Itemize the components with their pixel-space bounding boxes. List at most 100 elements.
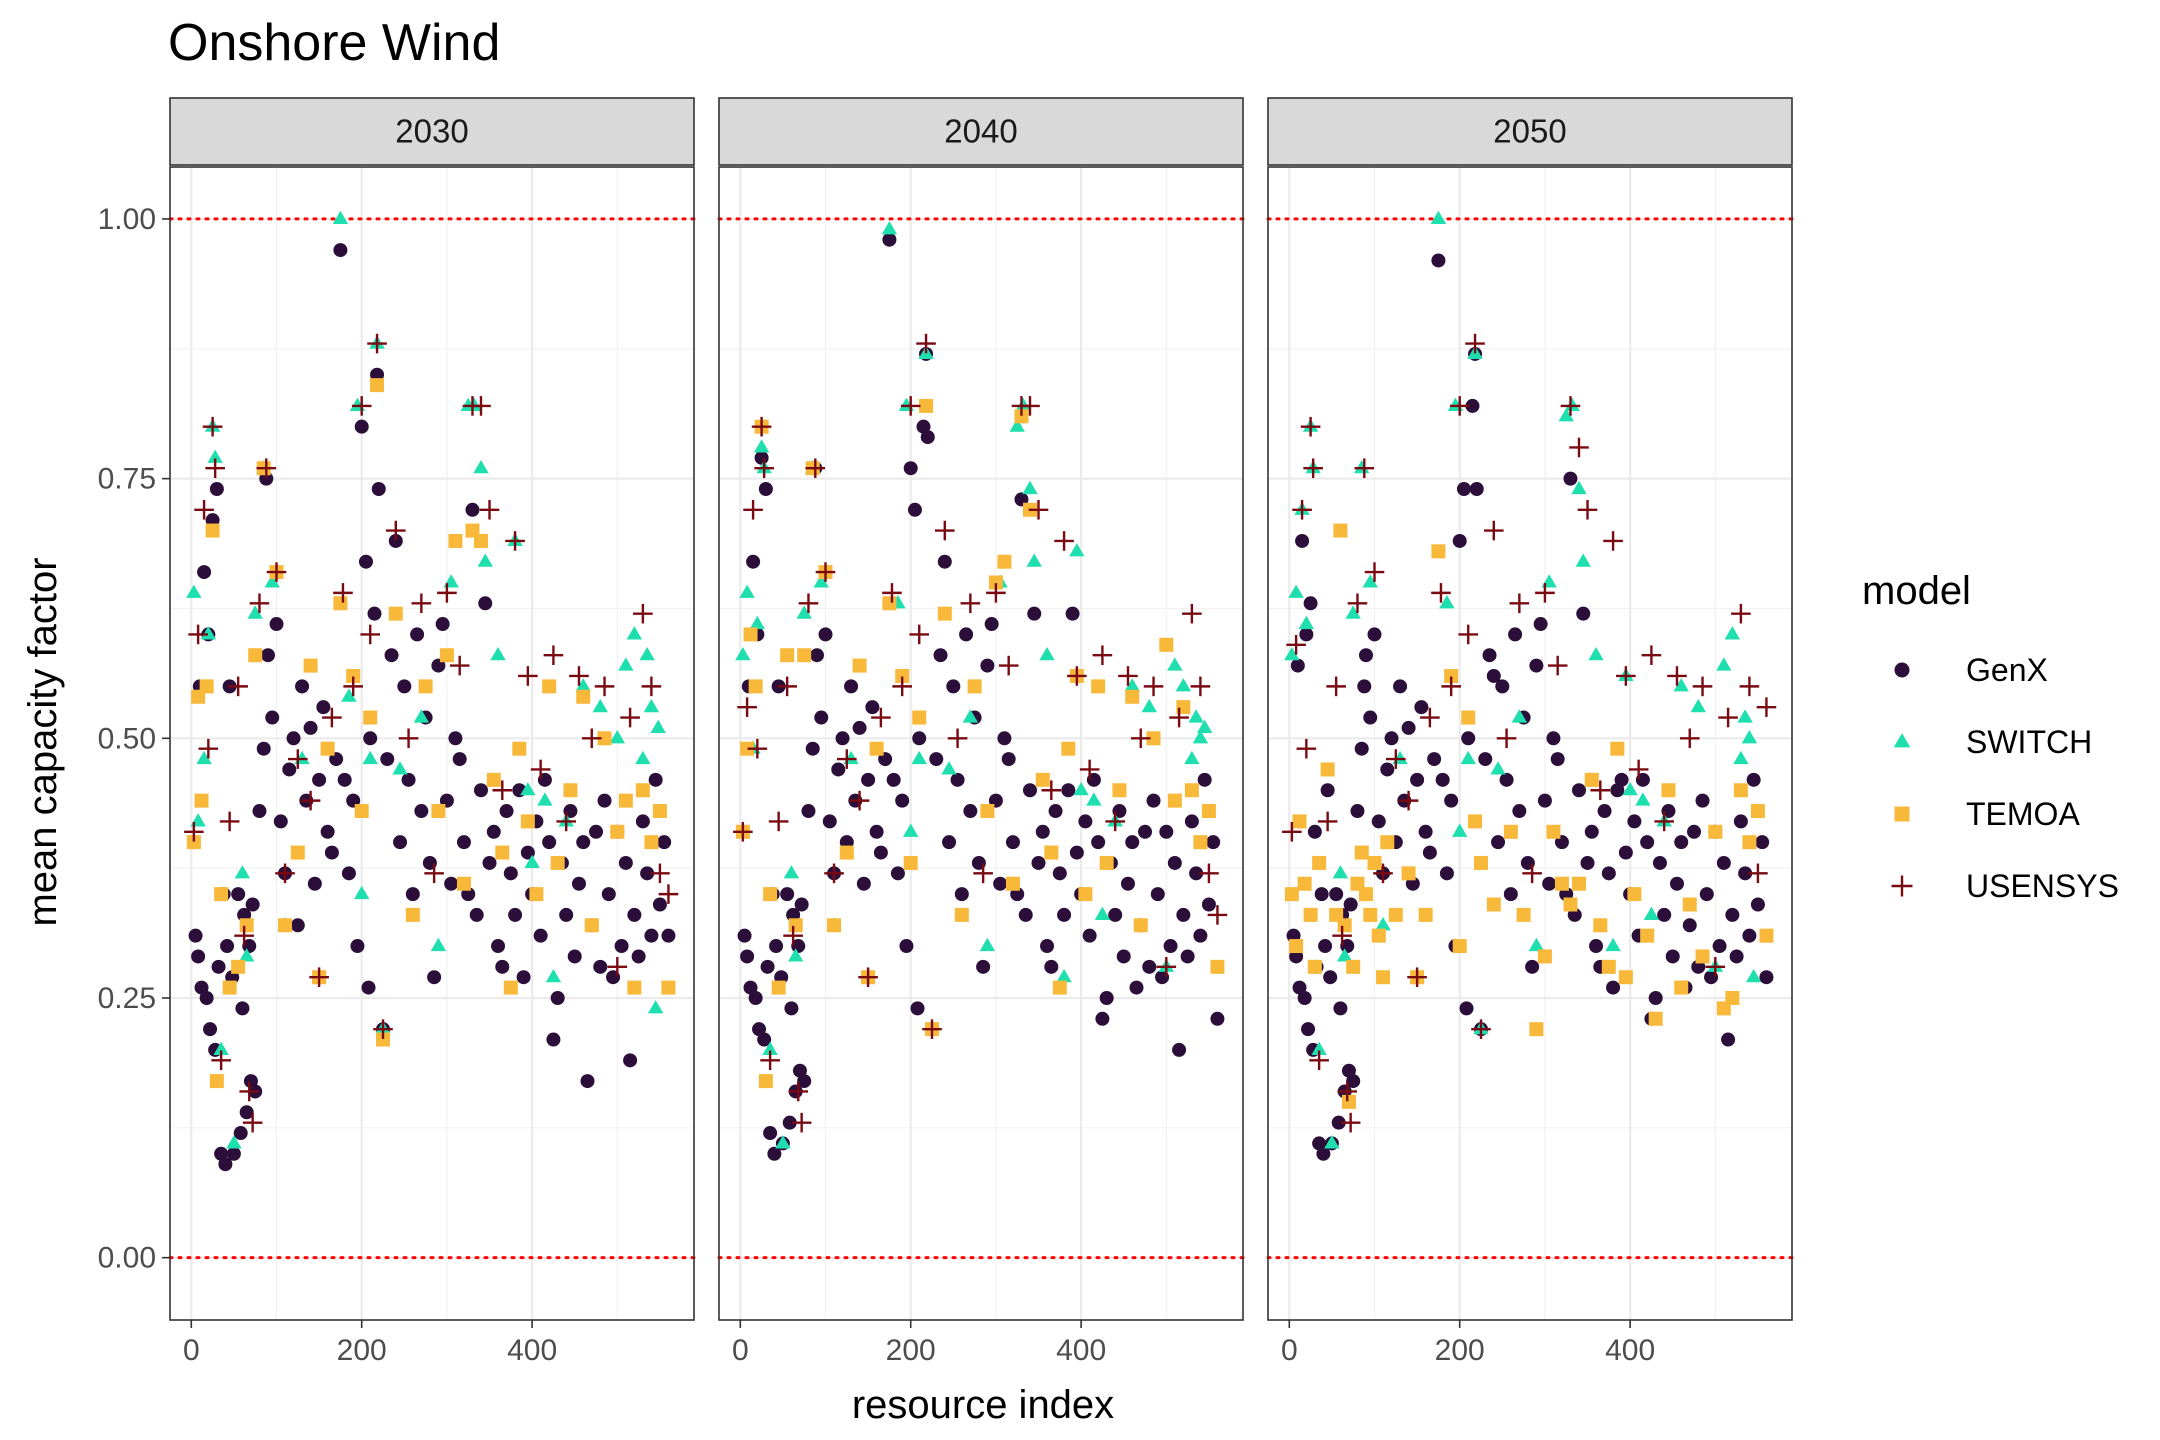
point-switch (739, 584, 755, 598)
point-temoa (1708, 824, 1723, 839)
point-switch (1039, 646, 1055, 661)
point-usensys (650, 863, 670, 884)
point-usensys (1577, 499, 1598, 520)
point-temoa (1516, 907, 1531, 922)
point-switch (1745, 968, 1762, 983)
point-genx (1687, 824, 1702, 839)
point-genx (1546, 731, 1561, 746)
point-switch (1490, 761, 1506, 775)
point-switch (1375, 917, 1391, 931)
point-genx (801, 804, 816, 819)
point-usensys (1199, 863, 1219, 884)
point-usensys (219, 811, 240, 832)
point-usensys (1207, 905, 1228, 925)
point-switch (979, 937, 996, 952)
point-usensys (1509, 593, 1530, 614)
point-switch (186, 584, 202, 598)
point-usensys (275, 863, 295, 884)
point-genx (920, 430, 935, 445)
point-genx (1584, 824, 1599, 839)
facet-panel-2040: 2040 0 200 400 (717, 97, 1245, 1367)
point-genx (1589, 939, 1604, 954)
point-switch (1439, 595, 1455, 609)
point-genx (1380, 762, 1395, 777)
plot-background (1268, 167, 1792, 1320)
point-usensys (815, 562, 836, 582)
point-temoa (1601, 959, 1616, 974)
point-temoa (1610, 741, 1625, 756)
point-usensys (658, 884, 679, 904)
point-usensys (960, 593, 981, 614)
point-genx (942, 835, 957, 850)
facet-strip (718, 97, 1244, 166)
point-genx (1189, 866, 1204, 881)
point-genx (456, 835, 471, 850)
point-usensys (1143, 676, 1164, 697)
point-usensys (1449, 396, 1470, 416)
point-genx (1597, 804, 1612, 819)
point-usensys (205, 458, 225, 479)
point-genx (220, 939, 235, 954)
point-genx (499, 804, 514, 819)
point-temoa (354, 804, 369, 819)
point-switch (1056, 968, 1072, 983)
point-temoa (473, 533, 488, 548)
point-temoa (1184, 783, 1199, 798)
point-usensys (1067, 666, 1087, 686)
point-switch (903, 823, 919, 837)
point-usensys (1079, 759, 1100, 780)
point-genx (576, 835, 591, 850)
point-genx (993, 876, 1008, 891)
point-genx (657, 835, 672, 850)
point-switch (1311, 1041, 1327, 1055)
x-tick-label: 0 (732, 1334, 749, 1367)
point-switch (1022, 480, 1038, 495)
point-genx (508, 907, 523, 922)
point-genx (1750, 897, 1765, 912)
point-switch (362, 750, 378, 765)
point-temoa (205, 523, 220, 538)
point-usensys (1496, 728, 1517, 749)
point-genx (1665, 949, 1680, 964)
point-genx (1614, 772, 1629, 787)
point-temoa (1750, 804, 1765, 819)
point-genx (542, 835, 557, 850)
point-usensys (543, 645, 564, 666)
point-genx (1733, 814, 1748, 829)
point-temoa (852, 658, 867, 673)
point-usensys (479, 499, 500, 520)
point-genx (890, 866, 905, 881)
point-temoa (1618, 970, 1633, 985)
point-genx (907, 502, 922, 517)
point-genx (805, 741, 820, 756)
point-genx (239, 1105, 254, 1120)
point-genx (1005, 835, 1020, 850)
point-genx (1116, 949, 1131, 964)
x-tick-label: 200 (886, 1334, 936, 1367)
point-genx (1465, 398, 1480, 413)
point-temoa (1201, 804, 1216, 819)
point-genx (256, 741, 271, 756)
point-genx (1027, 606, 1042, 621)
point-genx (1290, 658, 1305, 673)
point-genx (1384, 731, 1399, 746)
point-genx (354, 419, 369, 434)
point-genx (861, 772, 876, 787)
point-temoa (209, 1074, 224, 1089)
point-genx (516, 970, 531, 985)
point-genx (1040, 939, 1055, 954)
point-temoa (771, 980, 786, 995)
legend-key-temoa (1894, 806, 1910, 822)
point-genx (763, 1126, 778, 1141)
point-genx (465, 502, 480, 517)
point-temoa (980, 804, 995, 819)
point-temoa (1401, 866, 1416, 881)
point-genx (1297, 990, 1312, 1005)
point-genx (1197, 772, 1212, 787)
point-temoa (1303, 907, 1318, 922)
point-genx (1674, 835, 1689, 850)
x-tick-label: 0 (183, 1334, 200, 1367)
point-genx (1738, 866, 1753, 881)
point-switch (1332, 865, 1349, 879)
point-genx (1142, 959, 1157, 974)
